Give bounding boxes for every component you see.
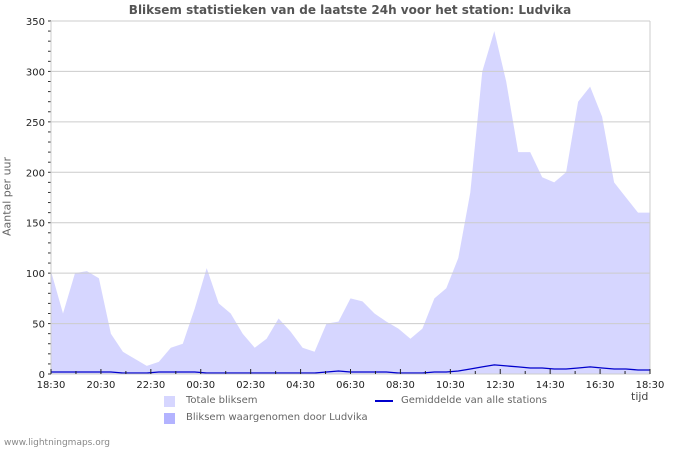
svg-text:04:30: 04:30 bbox=[286, 380, 315, 391]
legend-label-station: Bliksem waargenomen door Ludvika bbox=[186, 412, 368, 423]
svg-text:18:30: 18:30 bbox=[37, 380, 66, 391]
svg-text:150: 150 bbox=[26, 219, 45, 230]
area-total-lightning bbox=[51, 31, 650, 374]
svg-text:10:30: 10:30 bbox=[436, 380, 465, 391]
svg-text:300: 300 bbox=[26, 67, 45, 78]
svg-text:100: 100 bbox=[26, 269, 45, 280]
x-axis-label: tijd bbox=[631, 390, 649, 403]
svg-text:250: 250 bbox=[26, 118, 45, 129]
svg-text:350: 350 bbox=[26, 17, 45, 28]
legend-swatch-total bbox=[164, 396, 175, 407]
svg-text:18:30: 18:30 bbox=[636, 380, 665, 391]
y-axis-label: Aantal per uur bbox=[0, 156, 14, 237]
svg-text:50: 50 bbox=[32, 320, 45, 331]
chart-title: Bliksem statistieken van de laatste 24h … bbox=[128, 3, 572, 17]
svg-text:20:30: 20:30 bbox=[87, 380, 116, 391]
svg-text:200: 200 bbox=[26, 168, 45, 179]
svg-text:02:30: 02:30 bbox=[236, 380, 265, 391]
legend-line-average bbox=[375, 400, 393, 402]
svg-text:14:30: 14:30 bbox=[536, 380, 565, 391]
svg-text:08:30: 08:30 bbox=[386, 380, 415, 391]
legend-label-total: Totale bliksem bbox=[186, 395, 258, 406]
svg-text:22:30: 22:30 bbox=[136, 380, 165, 391]
svg-text:12:30: 12:30 bbox=[486, 380, 515, 391]
svg-text:00:30: 00:30 bbox=[186, 380, 215, 391]
svg-text:16:30: 16:30 bbox=[586, 380, 615, 391]
svg-text:0: 0 bbox=[39, 370, 45, 381]
svg-text:06:30: 06:30 bbox=[336, 380, 365, 391]
axes: 0 50 100 150 200 250 300 350 18:30 20:30 22:30 00:3… bbox=[26, 17, 665, 391]
credit-link[interactable]: www.lightningmaps.org bbox=[4, 438, 110, 448]
legend-swatch-station bbox=[164, 413, 175, 424]
legend-label-average: Gemiddelde van alle stations bbox=[401, 395, 547, 406]
